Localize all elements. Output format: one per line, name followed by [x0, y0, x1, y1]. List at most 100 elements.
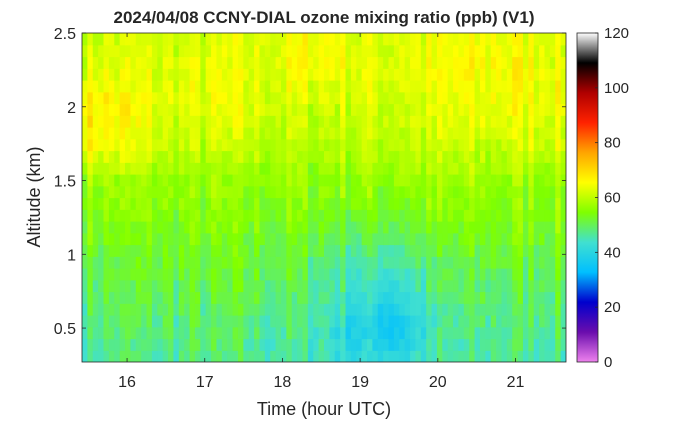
heatmap-cell: [130, 162, 137, 175]
heatmap-cell: [512, 279, 519, 293]
heatmap-cell: [345, 350, 352, 362]
heatmap-cell: [125, 80, 131, 93]
heatmap-cell: [372, 291, 379, 304]
heatmap-cell: [555, 303, 562, 316]
heatmap-cell: [399, 279, 406, 293]
heatmap-cell: [157, 115, 164, 128]
heatmap-cell: [280, 268, 287, 281]
heatmap-cell: [270, 244, 277, 257]
heatmap-cell: [372, 326, 379, 340]
heatmap-cell: [243, 162, 250, 175]
heatmap-cell: [92, 103, 99, 116]
heatmap-cell: [436, 268, 443, 281]
heatmap-cell: [512, 291, 519, 304]
heatmap-cell: [549, 103, 556, 116]
heatmap-cell: [372, 221, 379, 234]
heatmap-cell: [539, 127, 546, 140]
heatmap-cell: [404, 350, 411, 362]
heatmap-cell: [506, 303, 513, 316]
heatmap-cell: [194, 315, 201, 328]
heatmap-cell: [141, 174, 148, 187]
heatmap-cell: [243, 127, 250, 140]
heatmap-cell: [528, 256, 535, 269]
heatmap-cell: [549, 56, 556, 69]
heatmap-cell: [103, 279, 110, 293]
heatmap-cell: [367, 350, 373, 362]
heatmap-cell: [474, 68, 481, 81]
heatmap-cell: [119, 56, 126, 69]
heatmap-cell: [463, 338, 470, 351]
heatmap-cell: [275, 91, 282, 105]
heatmap-cell: [307, 221, 314, 234]
heatmap-cell: [318, 80, 325, 93]
heatmap-cell: [501, 103, 508, 116]
heatmap-cell: [522, 138, 529, 152]
heatmap-cell: [184, 91, 191, 105]
heatmap-cell: [98, 279, 105, 293]
heatmap-cell: [485, 197, 492, 210]
heatmap-cell: [103, 244, 110, 257]
heatmap-cell: [221, 174, 228, 187]
heatmap-cell: [345, 197, 352, 210]
heatmap-cell: [270, 80, 277, 93]
heatmap-cell: [442, 91, 449, 105]
heatmap-cell: [367, 68, 373, 81]
heatmap-cell: [453, 138, 460, 152]
heatmap-cell: [119, 350, 126, 362]
heatmap-cell: [501, 303, 508, 316]
heatmap-cell: [173, 91, 180, 105]
heatmap-cell: [297, 350, 304, 362]
heatmap-cell: [458, 138, 465, 152]
heatmap-cell: [447, 44, 454, 58]
heatmap-cell: [340, 232, 347, 246]
heatmap-cell: [125, 68, 131, 81]
heatmap-cell: [248, 256, 255, 269]
heatmap-cell: [259, 350, 266, 362]
heatmap-cell: [135, 256, 142, 269]
heatmap-cell: [340, 80, 347, 93]
heatmap-cell: [157, 326, 164, 340]
heatmap-cell: [560, 68, 566, 81]
heatmap-cell: [178, 127, 185, 140]
heatmap-cell: [280, 150, 287, 163]
heatmap-cell: [533, 103, 540, 116]
heatmap-cell: [221, 68, 228, 81]
heatmap-cell: [506, 138, 513, 152]
heatmap-cell: [297, 209, 304, 222]
heatmap-cell: [237, 127, 244, 140]
heatmap-cell: [410, 44, 417, 58]
heatmap-cell: [125, 232, 131, 246]
heatmap-cell: [119, 291, 126, 304]
heatmap-cell: [194, 338, 201, 351]
colorbar-tick-label: 40: [604, 244, 621, 261]
x-tick-label: 16: [118, 374, 136, 391]
heatmap-cell: [318, 256, 325, 269]
heatmap-cell: [264, 326, 271, 340]
heatmap-cell: [141, 33, 148, 46]
heatmap-cell: [528, 138, 535, 152]
heatmap-cell: [410, 127, 417, 140]
heatmap-cell: [146, 326, 153, 340]
heatmap-cell: [506, 232, 513, 246]
heatmap-cell: [436, 127, 443, 140]
heatmap-cell: [479, 268, 486, 281]
heatmap-cell: [517, 91, 524, 105]
heatmap-cell: [356, 44, 363, 58]
heatmap-cell: [108, 209, 115, 222]
heatmap-cell: [141, 268, 148, 281]
heatmap-cell: [178, 80, 185, 93]
heatmap-cell: [404, 303, 411, 316]
heatmap-cell: [200, 103, 207, 116]
heatmap-cell: [221, 303, 228, 316]
heatmap-cell: [108, 303, 115, 316]
heatmap-cell: [356, 232, 363, 246]
heatmap-cell: [264, 350, 271, 362]
heatmap-cell: [280, 127, 287, 140]
heatmap-cell: [453, 350, 460, 362]
heatmap-cell: [512, 115, 519, 128]
heatmap-cell: [119, 115, 126, 128]
heatmap-cell: [410, 174, 417, 187]
heatmap-cell: [275, 80, 282, 93]
heatmap-cell: [404, 115, 411, 128]
heatmap-cell: [216, 138, 223, 152]
